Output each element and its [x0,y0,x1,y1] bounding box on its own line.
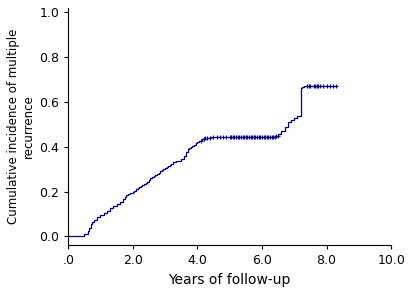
X-axis label: Years of follow-up: Years of follow-up [169,273,291,287]
Y-axis label: Cumulative incidence of multiple
recurrence: Cumulative incidence of multiple recurre… [7,29,35,224]
